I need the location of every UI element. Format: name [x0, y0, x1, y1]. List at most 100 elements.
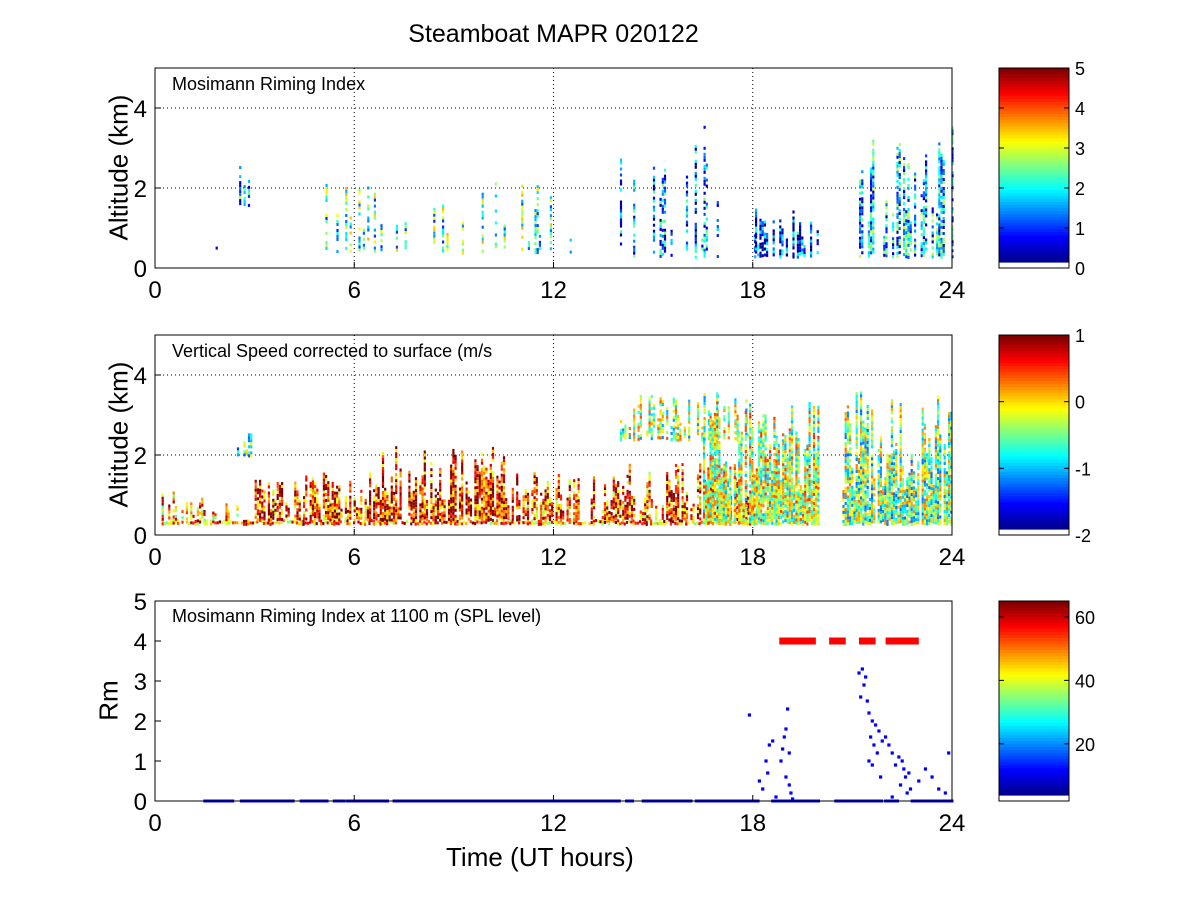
heatmap-cell — [531, 522, 534, 526]
heatmap-cell — [474, 498, 477, 502]
heatmap-cell — [281, 491, 284, 494]
heatmap-cell — [566, 497, 569, 501]
heatmap-cell — [478, 513, 481, 517]
heatmap-cell — [619, 158, 623, 162]
heatmap-cell — [331, 517, 334, 521]
heatmap-cell — [742, 522, 745, 526]
heatmap-cell — [296, 496, 299, 500]
heatmap-cell — [738, 464, 741, 468]
heatmap-cell — [392, 494, 396, 498]
heatmap-cell — [329, 500, 332, 504]
heatmap-cell — [795, 503, 798, 507]
heatmap-cell — [683, 435, 686, 439]
heatmap-cell — [702, 437, 706, 441]
heatmap-cell — [412, 511, 415, 515]
heatmap-cell — [502, 495, 506, 499]
heatmap-cell — [764, 489, 767, 493]
heatmap-cell — [817, 411, 820, 415]
heatmap-cell — [369, 502, 372, 506]
heatmap-cell — [329, 515, 332, 519]
heatmap-cell — [760, 479, 763, 483]
heatmap-cell — [322, 481, 325, 485]
heatmap-cell — [628, 466, 631, 470]
heatmap-cell — [278, 502, 281, 506]
heatmap-cell — [628, 514, 631, 518]
heatmap-cell — [628, 520, 631, 524]
heatmap-cell — [659, 436, 662, 440]
heatmap-cell — [749, 415, 752, 419]
heatmap-cell — [702, 485, 706, 489]
heatmap-cell — [885, 251, 888, 255]
heatmap-cell — [766, 462, 769, 466]
heatmap-cell — [707, 422, 711, 426]
heatmap-cell — [757, 466, 761, 470]
heatmap-cell — [555, 500, 558, 504]
heatmap-cell — [744, 480, 747, 483]
heatmap-cell — [364, 516, 367, 520]
heatmap-cell — [524, 513, 527, 517]
heatmap-cell — [369, 490, 372, 494]
heatmap-cell — [566, 509, 569, 513]
heatmap-cell — [500, 506, 503, 510]
heatmap-cell — [702, 467, 706, 471]
heatmap-cell — [773, 506, 776, 510]
heatmap-cell — [760, 470, 763, 474]
heatmap-cell — [729, 496, 732, 500]
heatmap-cell — [254, 503, 257, 507]
heatmap-cell — [369, 484, 372, 488]
heatmap-cell — [806, 474, 809, 478]
heatmap-cell — [922, 209, 925, 213]
heatmap-cell — [804, 493, 807, 497]
heatmap-cell — [738, 494, 741, 498]
heatmap-cell — [311, 504, 314, 508]
colorbar-swatch — [999, 110, 1069, 115]
heatmap-cell — [709, 478, 712, 482]
heatmap-cell — [430, 495, 433, 499]
heatmap-cell — [806, 480, 809, 484]
heatmap-cell — [434, 494, 437, 498]
heatmap-cell — [755, 519, 758, 523]
heatmap-cell — [718, 483, 721, 487]
heatmap-cell — [703, 233, 706, 237]
heatmap-cell — [227, 515, 230, 519]
heatmap-cell — [938, 205, 941, 209]
heatmap-cell — [740, 500, 743, 504]
heatmap-cell — [785, 253, 788, 257]
heatmap-cell — [388, 500, 391, 504]
heatmap-cell — [772, 235, 775, 239]
heatmap-cell — [925, 181, 928, 185]
heatmap-cell — [790, 471, 794, 475]
heatmap-cell — [450, 515, 453, 519]
heatmap-cell — [522, 501, 525, 505]
heatmap-cell — [281, 509, 284, 512]
heatmap-cell — [421, 514, 424, 518]
heatmap-cell — [329, 512, 332, 516]
heatmap-cell — [502, 471, 506, 475]
heatmap-cell — [633, 414, 636, 418]
heatmap-cell — [650, 422, 653, 426]
heatmap-cell — [790, 483, 794, 487]
heatmap-cell — [797, 519, 800, 523]
heatmap-cell — [720, 504, 723, 508]
heatmap-cell — [713, 487, 717, 491]
heatmap-cell — [733, 479, 736, 483]
heatmap-cell — [797, 462, 800, 466]
heatmap-cell — [481, 234, 484, 238]
heatmap-cell — [544, 516, 547, 520]
heatmap-cell — [256, 512, 259, 516]
heatmap-cell — [716, 497, 719, 501]
heatmap-cell — [573, 503, 576, 507]
heatmap-cell — [617, 514, 620, 518]
heatmap-cell — [733, 464, 736, 468]
heatmap-cell — [720, 522, 723, 526]
heatmap-cell — [764, 513, 767, 517]
heatmap-cell — [465, 499, 468, 503]
heatmap-cell — [716, 398, 719, 402]
heatmap-cell — [870, 206, 873, 210]
heatmap-cell — [465, 496, 468, 500]
heatmap-cell — [786, 457, 789, 461]
heatmap-cell — [815, 497, 818, 501]
heatmap-cell — [716, 506, 719, 510]
heatmap-cell — [716, 467, 719, 471]
heatmap-cell — [782, 496, 785, 500]
